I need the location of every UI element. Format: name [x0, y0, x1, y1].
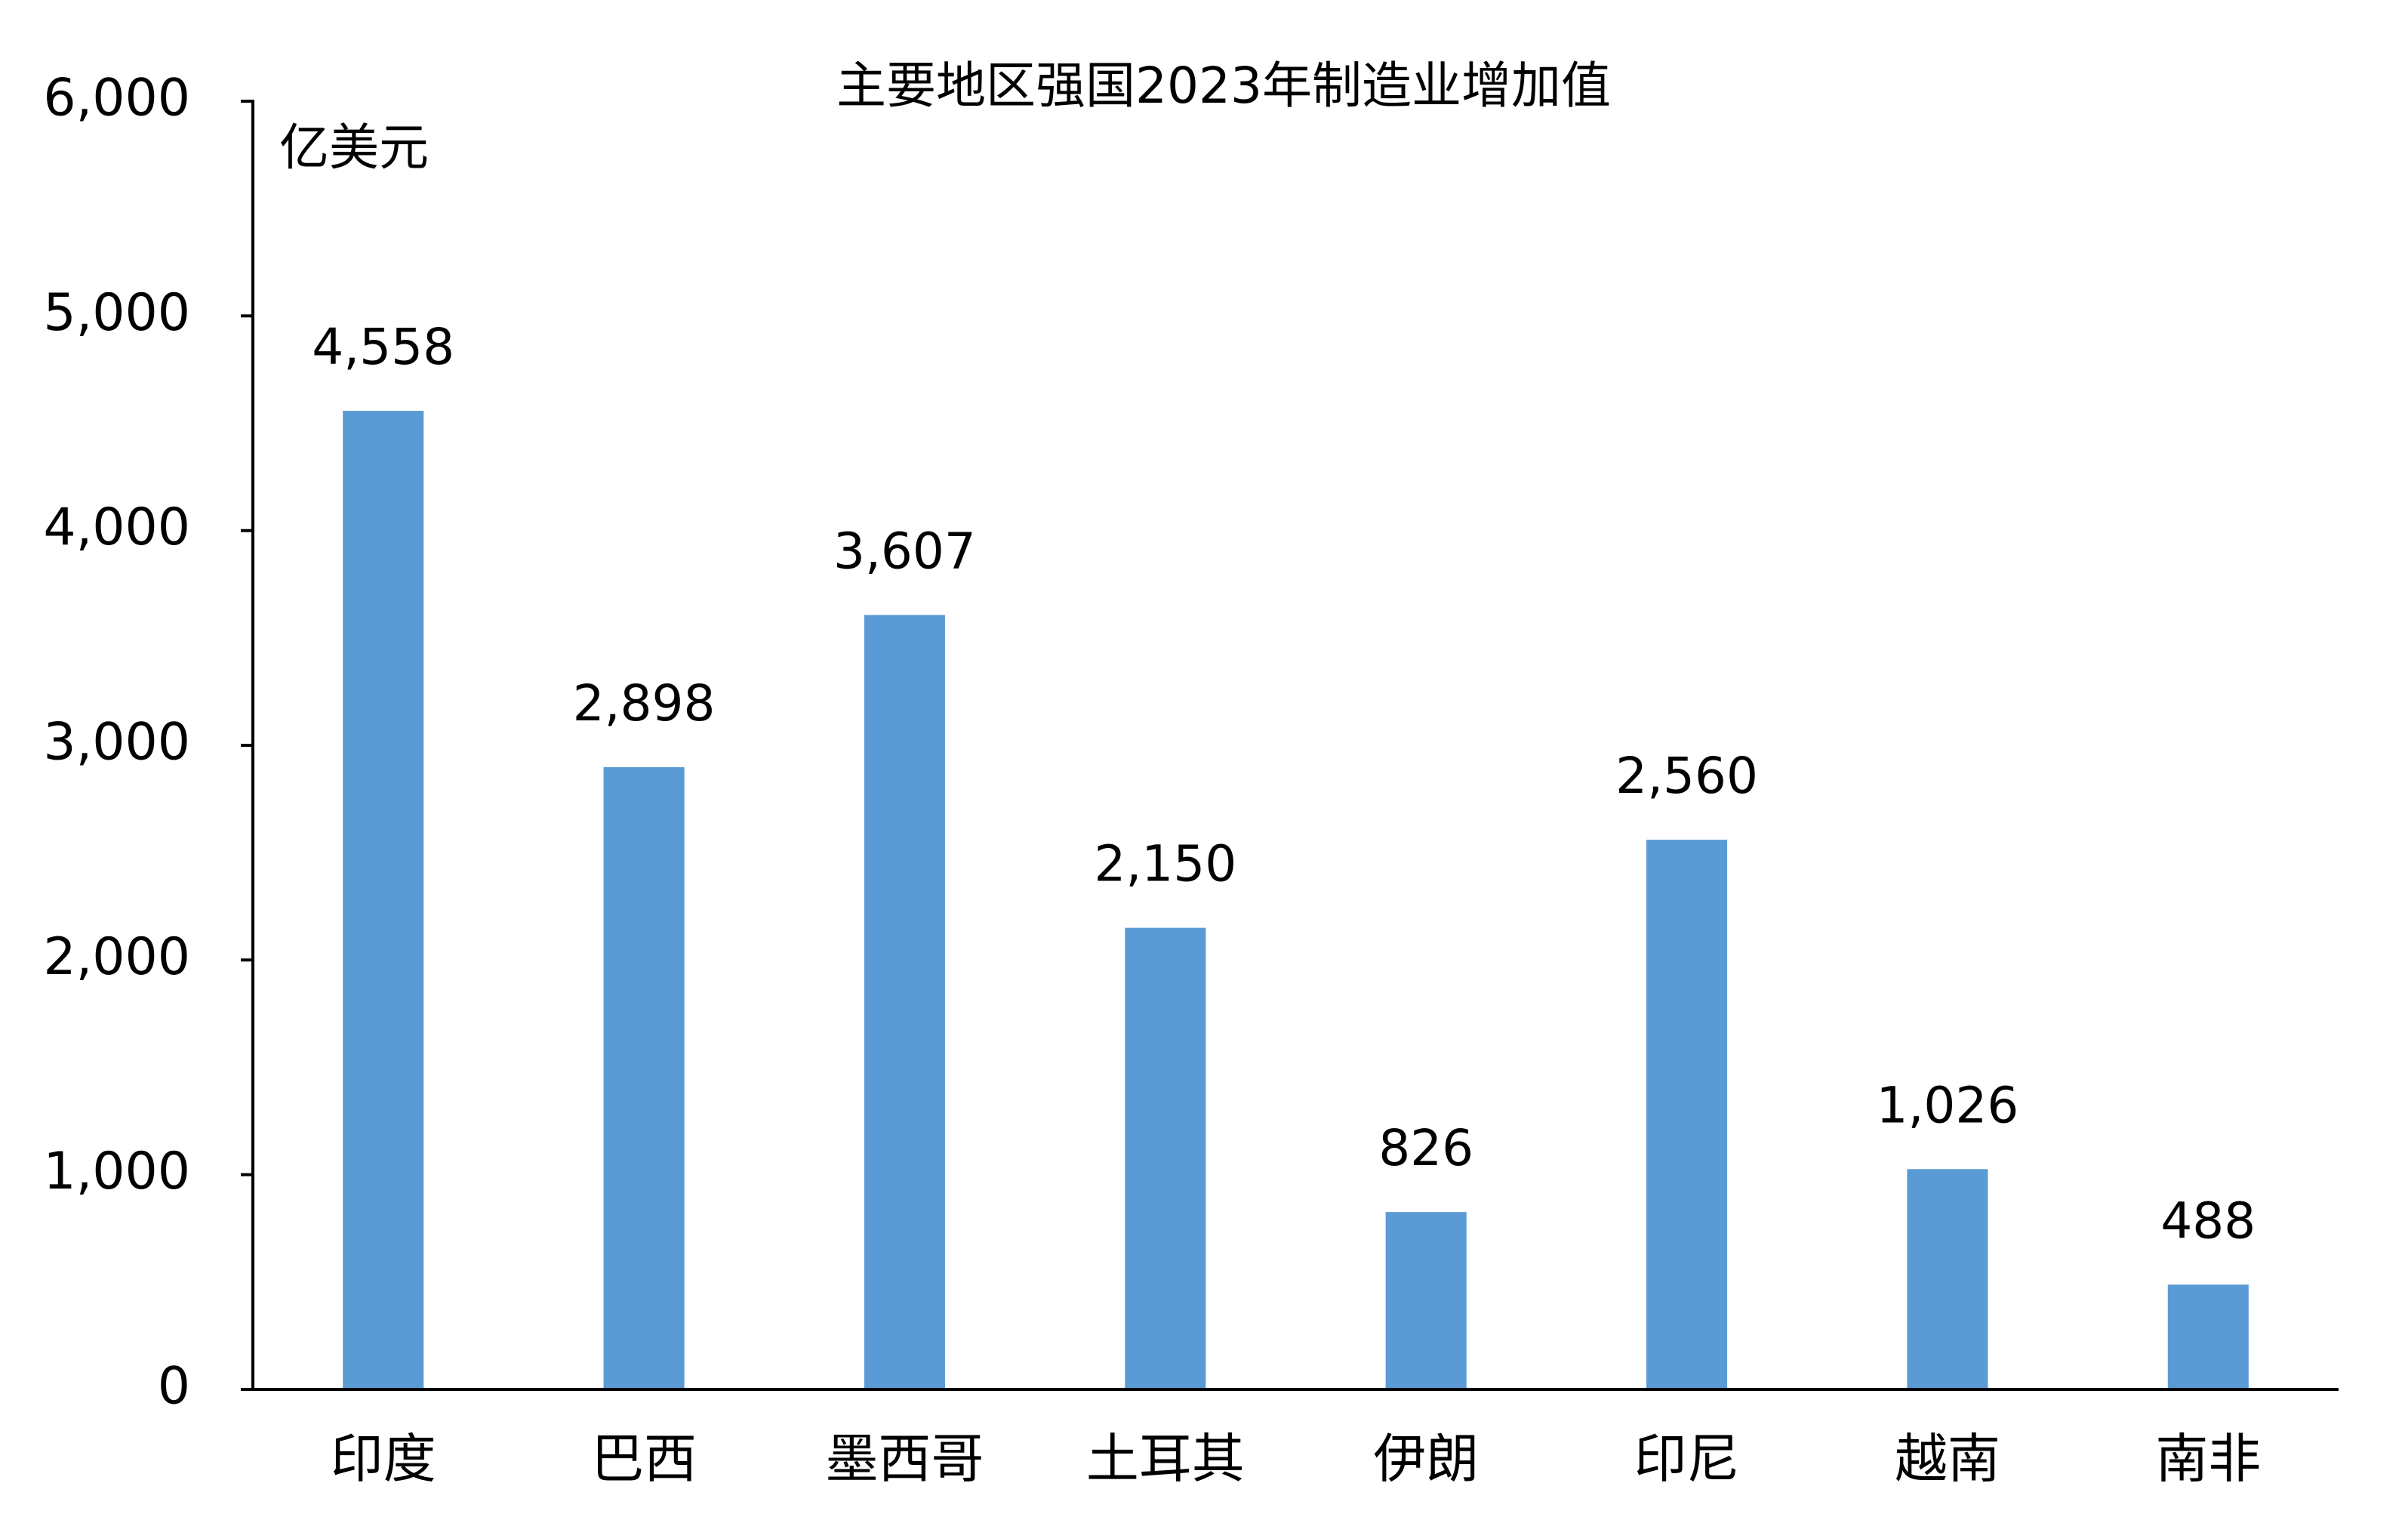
- x-tick-label: 巴西: [591, 1428, 697, 1490]
- data-label: 488: [2160, 1192, 2256, 1250]
- chart-title: 主要地区强国2023年制造业增加值: [836, 57, 1611, 115]
- data-label: 1,026: [1876, 1076, 2018, 1134]
- y-tick-label: 4,000: [43, 498, 190, 557]
- data-label: 4,558: [312, 318, 454, 376]
- x-tick-label: 土耳其: [1086, 1428, 1245, 1490]
- data-label: 3,607: [833, 522, 976, 580]
- x-tick-label: 南非: [2155, 1428, 2261, 1490]
- y-tick-label: 6,000: [43, 69, 190, 128]
- y-tick-label: 2,000: [43, 927, 190, 987]
- bar: [343, 411, 424, 1389]
- data-label: 2,560: [1615, 747, 1758, 805]
- bar: [1385, 1212, 1467, 1389]
- bar: [603, 767, 685, 1389]
- y-tick-label: 0: [158, 1357, 190, 1417]
- y-tick-label: 3,000: [43, 713, 190, 772]
- data-label: 2,150: [1094, 835, 1236, 893]
- x-tick-label: 伊朗: [1373, 1428, 1479, 1490]
- data-label: 2,898: [573, 674, 716, 732]
- data-label: 826: [1378, 1119, 1473, 1177]
- bar: [1646, 840, 1728, 1389]
- x-tick-label: 墨西哥: [825, 1428, 984, 1490]
- bar: [2167, 1284, 2249, 1389]
- x-tick-label: 印尼: [1634, 1428, 1740, 1490]
- y-tick-label: 1,000: [43, 1142, 190, 1201]
- bar: [864, 615, 945, 1389]
- unit-label: 亿美元: [279, 119, 429, 177]
- bar: [1907, 1169, 1988, 1389]
- y-tick-label: 5,000: [43, 283, 190, 343]
- x-tick-label: 印度: [331, 1428, 436, 1490]
- x-tick-label: 越南: [1895, 1428, 2000, 1490]
- bar: [1125, 927, 1206, 1389]
